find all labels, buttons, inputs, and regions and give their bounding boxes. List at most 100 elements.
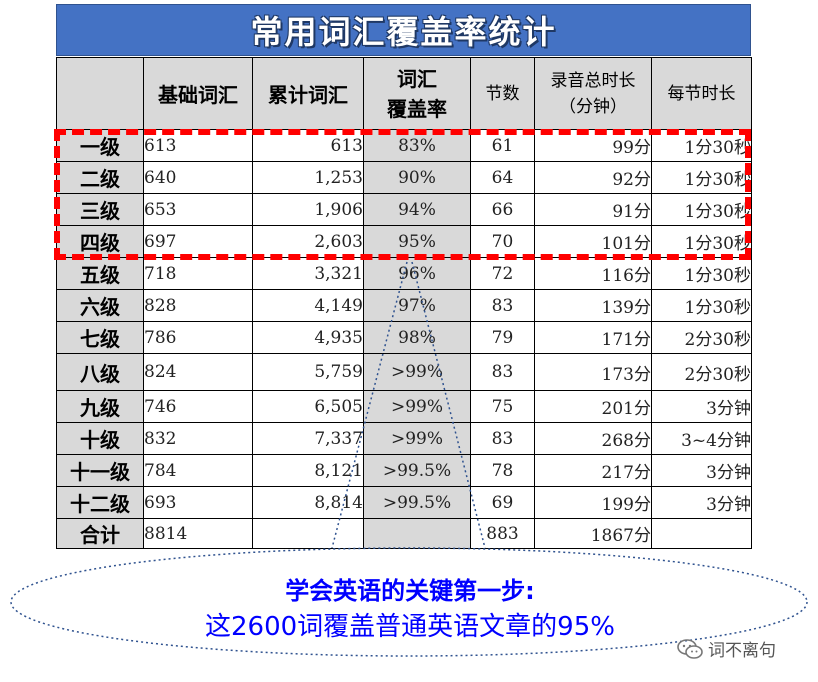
lessons-cell: 61: [470, 129, 535, 162]
cumulative-vocab-cell: 3,321: [252, 257, 364, 290]
total-duration-cell: 217分: [534, 454, 652, 487]
coverage-cell: 96%: [363, 257, 471, 290]
per-lesson-cell: 3分钟: [651, 390, 752, 423]
table-row: 七级 786 4,935 98% 79 171分 2分30秒: [56, 321, 752, 354]
level-cell: 十二级: [56, 486, 144, 519]
basic-vocab-cell: 746: [143, 390, 253, 423]
header-coverage-line2: 覆盖率: [387, 96, 447, 121]
coverage-cell: 83%: [363, 129, 471, 162]
table-row: 二级 640 1,253 90% 64 92分 1分30秒: [56, 161, 752, 194]
cumulative-vocab-cell: 2,603: [252, 225, 364, 258]
header-coverage: 词汇 覆盖率: [363, 57, 471, 130]
total-duration-cell: 171分: [534, 321, 652, 354]
cumulative-vocab-cell: 613: [252, 129, 364, 162]
header-row: 基础词汇 累计词汇 词汇 覆盖率 节数 录音总时长 （分钟） 每节时长: [56, 57, 752, 130]
level-cell: 二级: [56, 161, 144, 194]
level-cell: 五级: [56, 257, 144, 290]
header-coverage-line1: 词汇: [397, 66, 437, 91]
per-lesson-cell: 3分钟: [651, 454, 752, 487]
level-cell: 十一级: [56, 454, 144, 487]
table-row: 一级 613 613 83% 61 99分 1分30秒: [56, 129, 752, 162]
basic-vocab-cell: 786: [143, 321, 253, 354]
total-duration-cell: 139分: [534, 289, 652, 322]
lessons-cell: 70: [470, 225, 535, 258]
wechat-icon: [677, 638, 703, 659]
coverage-cell: 90%: [363, 161, 471, 194]
coverage-cell: 94%: [363, 193, 471, 226]
watermark-text: 词不离句: [708, 641, 776, 661]
per-lesson-cell: 1分30秒: [651, 161, 752, 194]
lessons-cell: 75: [470, 390, 535, 423]
lessons-cell: 83: [470, 289, 535, 322]
page-title: 常用词汇覆盖率统计: [250, 13, 557, 51]
total-duration-cell: 199分: [534, 486, 652, 519]
level-cell: 合计: [56, 518, 144, 549]
per-lesson-cell: 1分30秒: [651, 193, 752, 226]
basic-vocab-cell: 697: [143, 225, 253, 258]
cumulative-vocab-cell: 4,149: [252, 289, 364, 322]
coverage-cell: 98%: [363, 321, 471, 354]
watermark: 词不离句: [676, 636, 776, 661]
header-total-line2: （分钟）: [559, 96, 627, 117]
coverage-cell: 95%: [363, 225, 471, 258]
cumulative-vocab-cell: 8,121: [252, 454, 364, 487]
level-cell: 一级: [56, 129, 144, 162]
per-lesson-cell: 2分30秒: [651, 321, 752, 354]
cumulative-vocab-cell: 1,253: [252, 161, 364, 194]
header-total-line1: 录音总时长: [550, 70, 636, 91]
table-row: 九级 746 6,505 >99% 75 201分 3分钟: [56, 390, 752, 423]
coverage-cell: >99.5%: [363, 486, 471, 519]
callout-detail: 这2600词覆盖普通英语文章的95%: [205, 612, 615, 642]
total-row: 合计 8814 883 1867分: [56, 518, 752, 549]
per-lesson-cell: 1分30秒: [651, 129, 752, 162]
title-banner: 常用词汇覆盖率统计: [56, 4, 751, 56]
cumulative-vocab-cell: 1,906: [252, 193, 364, 226]
lessons-cell: 78: [470, 454, 535, 487]
header-basic: 基础词汇: [143, 57, 253, 130]
vocabulary-table: 基础词汇 累计词汇 词汇 覆盖率 节数 录音总时长 （分钟） 每节时长 一级 61…: [56, 57, 752, 549]
cumulative-vocab-cell: [252, 518, 364, 549]
total-duration-cell: 92分: [534, 161, 652, 194]
level-cell: 六级: [56, 289, 144, 322]
basic-vocab-cell: 640: [143, 161, 253, 194]
header-level: [56, 57, 144, 130]
cumulative-vocab-cell: 6,505: [252, 390, 364, 423]
header-per-lesson: 每节时长: [651, 57, 752, 130]
cumulative-vocab-cell: 8,814: [252, 486, 364, 519]
coverage-cell: >99%: [363, 353, 471, 391]
level-cell: 十级: [56, 422, 144, 455]
per-lesson-cell: 1分30秒: [651, 257, 752, 290]
lessons-cell: 66: [470, 193, 535, 226]
cumulative-vocab-cell: 7,337: [252, 422, 364, 455]
per-lesson-cell: 3分钟: [651, 486, 752, 519]
lessons-cell: 64: [470, 161, 535, 194]
table-row: 十一级 784 8,121 >99.5% 78 217分 3分钟: [56, 454, 752, 487]
header-total-duration: 录音总时长 （分钟）: [534, 57, 652, 130]
per-lesson-cell: 1分30秒: [651, 225, 752, 258]
coverage-cell: 97%: [363, 289, 471, 322]
total-duration-cell: 116分: [534, 257, 652, 290]
total-duration-cell: 101分: [534, 225, 652, 258]
table-row: 三级 653 1,906 94% 66 91分 1分30秒: [56, 193, 752, 226]
lessons-cell: 79: [470, 321, 535, 354]
table-row: 五级 718 3,321 96% 72 116分 1分30秒: [56, 257, 752, 290]
header-cumulative: 累计词汇: [252, 57, 364, 130]
total-duration-cell: 268分: [534, 422, 652, 455]
basic-vocab-cell: 718: [143, 257, 253, 290]
basic-vocab-cell: 8814: [143, 518, 253, 549]
header-lessons: 节数: [470, 57, 535, 130]
basic-vocab-cell: 693: [143, 486, 253, 519]
coverage-cell: >99%: [363, 390, 471, 423]
level-cell: 七级: [56, 321, 144, 354]
coverage-cell: >99%: [363, 422, 471, 455]
table-row: 十二级 693 8,814 >99.5% 69 199分 3分钟: [56, 486, 752, 519]
level-cell: 三级: [56, 193, 144, 226]
table-row: 四级 697 2,603 95% 70 101分 1分30秒: [56, 225, 752, 258]
total-duration-cell: 173分: [534, 353, 652, 391]
level-cell: 九级: [56, 390, 144, 423]
per-lesson-cell: [651, 518, 752, 549]
basic-vocab-cell: 784: [143, 454, 253, 487]
basic-vocab-cell: 832: [143, 422, 253, 455]
lessons-cell: 883: [470, 518, 535, 549]
basic-vocab-cell: 824: [143, 353, 253, 391]
